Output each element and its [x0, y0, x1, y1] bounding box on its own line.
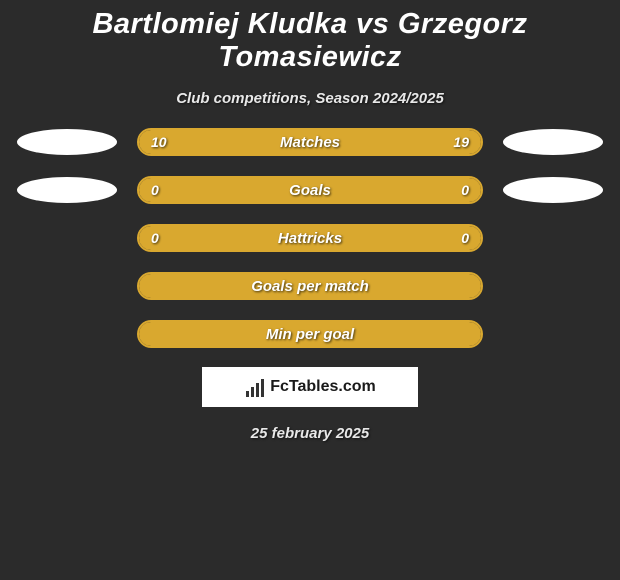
stat-label: Goals — [139, 182, 481, 199]
stat-bar: 00Goals — [137, 176, 483, 204]
stat-rows: 1019Matches 00Goals 00Hattricks Goals per m… — [0, 127, 620, 349]
stat-label: Hattricks — [139, 230, 481, 247]
stat-row: 00Goals — [0, 175, 620, 205]
logo-box: FcTables.com — [202, 367, 418, 407]
comparison-chart: Bartlomiej Kludka vs Grzegorz Tomasiewic… — [0, 0, 620, 460]
chart-icon — [244, 377, 266, 397]
subtitle: Club competitions, Season 2024/2025 — [0, 78, 620, 127]
date-label: 25 february 2025 — [0, 407, 620, 460]
stat-label: Min per goal — [139, 326, 481, 343]
avatar-right — [503, 177, 603, 203]
stat-bar: Min per goal — [137, 320, 483, 348]
page-title: Bartlomiej Kludka vs Grzegorz Tomasiewic… — [0, 0, 620, 78]
logo-text: FcTables.com — [270, 378, 376, 396]
stat-bar: 00Hattricks — [137, 224, 483, 252]
stat-bar: Goals per match — [137, 272, 483, 300]
logo: FcTables.com — [244, 377, 376, 397]
avatar-right — [503, 129, 603, 155]
stat-row: Goals per match — [0, 271, 620, 301]
stat-row: Min per goal — [0, 319, 620, 349]
stat-row: 1019Matches — [0, 127, 620, 157]
stat-bar: 1019Matches — [137, 128, 483, 156]
stat-row: 00Hattricks — [0, 223, 620, 253]
avatar-left — [17, 129, 117, 155]
stat-label: Goals per match — [139, 278, 481, 295]
stat-label: Matches — [139, 134, 481, 151]
avatar-left — [17, 177, 117, 203]
